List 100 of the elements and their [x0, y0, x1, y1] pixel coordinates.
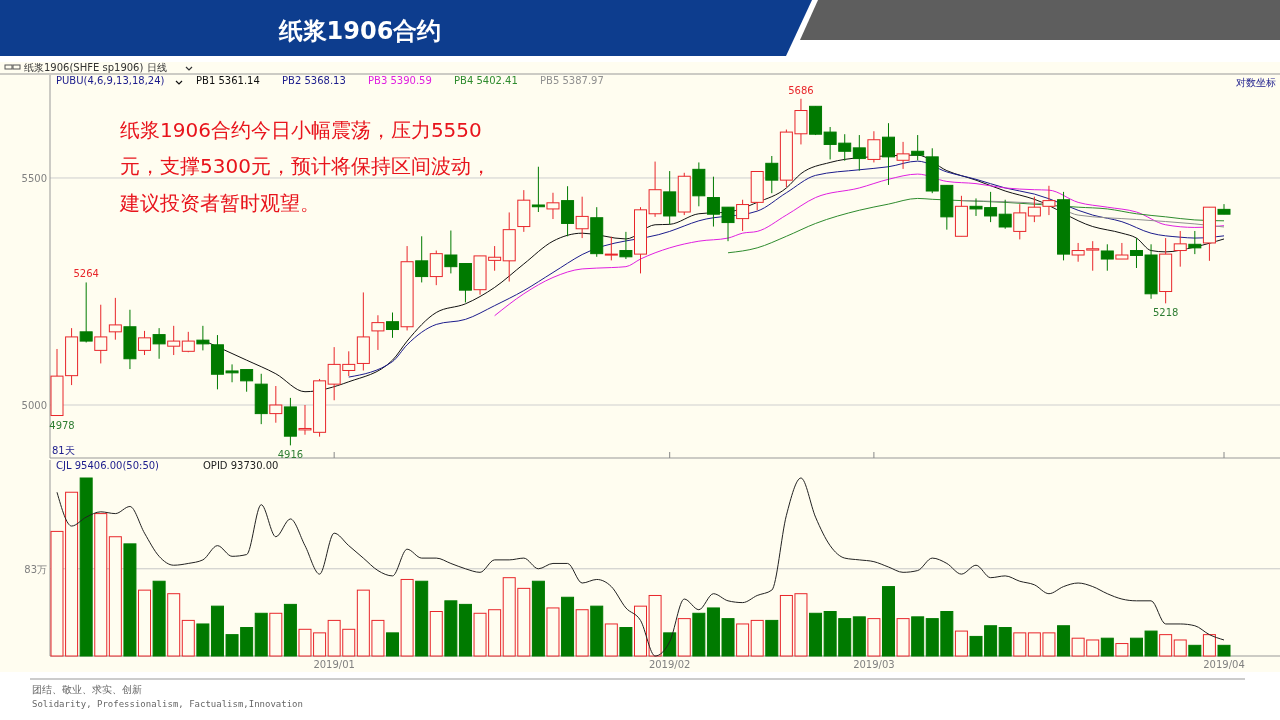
candlestick: [619, 231, 633, 260]
candlestick: [546, 192, 560, 220]
candlestick: [94, 304, 108, 364]
text: PB2 5368.13: [282, 75, 346, 86]
line-series: [960, 200, 1225, 228]
bar: [283, 603, 297, 657]
candlestick: [415, 235, 429, 283]
candlestick: [604, 236, 618, 261]
candlestick: [79, 281, 93, 343]
annotation: 81天: [52, 445, 75, 456]
candlestick: [138, 330, 152, 356]
bar: [1013, 632, 1027, 657]
bar: [181, 619, 195, 657]
bar: [590, 605, 604, 657]
bar: [1159, 634, 1173, 657]
annotation: 建议投资者暂时观望。: [119, 191, 320, 215]
candlestick: [575, 196, 589, 239]
bar: [954, 630, 968, 657]
bar: [604, 623, 618, 657]
bar: [152, 580, 166, 657]
bar: [561, 596, 575, 657]
bar: [736, 623, 750, 657]
bar: [167, 593, 181, 657]
bar: [1217, 644, 1231, 657]
bar: [79, 477, 93, 657]
bar: [269, 612, 283, 657]
bar: [1188, 644, 1202, 657]
text: PB3 5390.59: [368, 75, 432, 86]
bar: [546, 607, 560, 657]
text: PB4 5402.41: [454, 75, 518, 86]
bar: [138, 589, 152, 657]
candlestick: [1188, 230, 1202, 255]
bar: [867, 618, 881, 657]
annotation: 5264: [73, 268, 99, 280]
candlestick: [108, 297, 122, 341]
line-series: [727, 197, 1225, 254]
bar: [1115, 643, 1129, 657]
candlestick: [736, 199, 750, 232]
chart-title: 纸浆1906合约: [277, 17, 442, 45]
bar: [415, 580, 429, 657]
bar: [911, 616, 925, 657]
candlestick: [1217, 203, 1231, 215]
candlestick: [867, 130, 881, 163]
line-series: [494, 173, 1225, 317]
annotation: 5218: [1152, 307, 1179, 319]
ref-line-label: 83万: [24, 563, 47, 575]
bar: [400, 578, 414, 657]
annotation: 元，支撑5300元，预计将保持区间波动，: [120, 154, 491, 178]
annotation: 纸浆1906合约今日小幅震荡，压力5550: [120, 118, 482, 142]
text: Solidarity, Professionalism, Factualism,Innovation: [32, 699, 303, 709]
bar: [663, 632, 677, 657]
series-label: CJL 95406.00(50:50): [56, 460, 160, 471]
bar: [1100, 637, 1114, 657]
bar: [677, 618, 691, 657]
x-tick-label: 2019/03: [853, 659, 895, 670]
candlestick: [998, 199, 1012, 230]
bar: [123, 543, 137, 657]
candlestick: [269, 385, 283, 424]
candlestick: [371, 314, 385, 351]
y-tick-label: 5500: [21, 172, 47, 184]
candlestick: [881, 122, 895, 186]
bar: [750, 619, 764, 657]
legend-title: PUBU(4,6,9,13,18,24): [56, 75, 165, 86]
bar: [881, 586, 895, 657]
candlestick: [765, 155, 779, 194]
x-tick-label: 2019/02: [648, 659, 691, 670]
candlestick: [1027, 196, 1041, 223]
bar: [1057, 625, 1071, 657]
candlestick: [1013, 203, 1027, 240]
bar: [619, 627, 633, 657]
candlestick: [386, 312, 400, 339]
bar: [108, 536, 122, 657]
text: 团结、敬业、求实、创新: [32, 684, 142, 695]
bar: [852, 616, 866, 657]
bar: [531, 580, 545, 657]
candlestick: [852, 134, 866, 172]
text: 对数坐标: [1236, 77, 1276, 88]
candlestick: [152, 327, 166, 360]
bar: [1202, 634, 1216, 657]
bar: [94, 513, 108, 657]
candlestick: [167, 325, 181, 356]
annotation: 4978: [49, 419, 75, 431]
candlestick: [1100, 243, 1114, 272]
bar: [1173, 639, 1187, 657]
candlestick: [1173, 230, 1187, 268]
x-tick-label: 2019/04: [1203, 659, 1245, 670]
candlestick: [1115, 242, 1129, 260]
bar: [575, 609, 589, 657]
chart-subtitle: 纸浆1906(SHFE sp1906) 日线: [24, 62, 167, 73]
bar: [254, 612, 268, 657]
y-tick-label: 5000: [21, 400, 47, 412]
candlestick: [429, 250, 443, 286]
bar: [896, 618, 910, 657]
candlestick: [896, 141, 910, 170]
bar: [386, 632, 400, 657]
candlestick: [531, 166, 545, 213]
candlestick: [1042, 185, 1056, 216]
text: PB5 5387.97: [540, 75, 604, 86]
bar: [429, 611, 443, 657]
candlestick: [561, 185, 575, 237]
